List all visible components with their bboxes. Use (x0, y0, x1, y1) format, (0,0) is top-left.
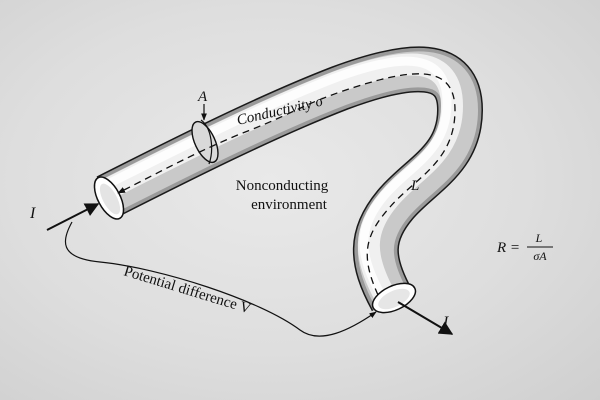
environment-label-1: Nonconducting (236, 178, 329, 194)
formula-lhs: R = (496, 240, 520, 256)
current-out-label: I (442, 314, 449, 331)
environment-label-2: environment (251, 197, 328, 213)
cross-section-area (191, 119, 219, 165)
formula-denominator: σA (533, 249, 547, 263)
potential-difference-label: Potential difference V (122, 264, 253, 318)
length-dashed-path (117, 73, 456, 296)
resistance-formula: R = L σA (496, 231, 553, 263)
conductor-tube (96, 46, 483, 312)
current-in-label: I (29, 205, 36, 222)
formula-numerator: L (535, 231, 543, 245)
current-out-arrow (397, 301, 454, 335)
potential-curve (64, 221, 377, 337)
current-in-arrow (46, 203, 100, 231)
area-label: A (197, 89, 208, 105)
length-label: L (410, 178, 419, 194)
